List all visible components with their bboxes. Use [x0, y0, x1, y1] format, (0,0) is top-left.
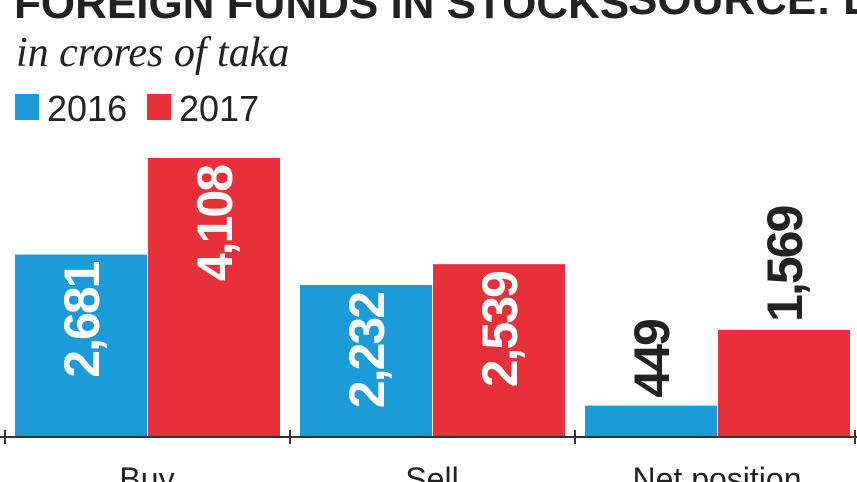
legend-label: 2017 — [179, 88, 259, 129]
chart-subtitle: in crores of taka — [16, 30, 289, 76]
chart-title: FOREIGN FUNDS IN STOCKS — [14, 0, 629, 28]
bar — [300, 284, 432, 436]
value-label: 4,108 — [187, 165, 243, 281]
x-tick-label: Net position — [633, 461, 802, 482]
value-label: 2,681 — [54, 261, 110, 377]
value-label: 1,569 — [757, 207, 813, 322]
bar — [585, 405, 717, 436]
source: SOURCE: DSE — [628, 0, 857, 24]
x-tick-label: Buy — [119, 461, 174, 482]
legend-label: 2016 — [47, 88, 127, 129]
bar — [15, 254, 147, 436]
value-label: 449 — [624, 320, 680, 398]
bar — [718, 329, 850, 436]
bar — [148, 158, 280, 436]
value-label: 2,539 — [472, 272, 528, 387]
legend-swatch — [15, 94, 39, 120]
bar — [433, 264, 565, 436]
x-tick-label: Sell — [405, 461, 458, 482]
legend-swatch — [147, 94, 171, 120]
value-label: 2,232 — [339, 293, 395, 408]
